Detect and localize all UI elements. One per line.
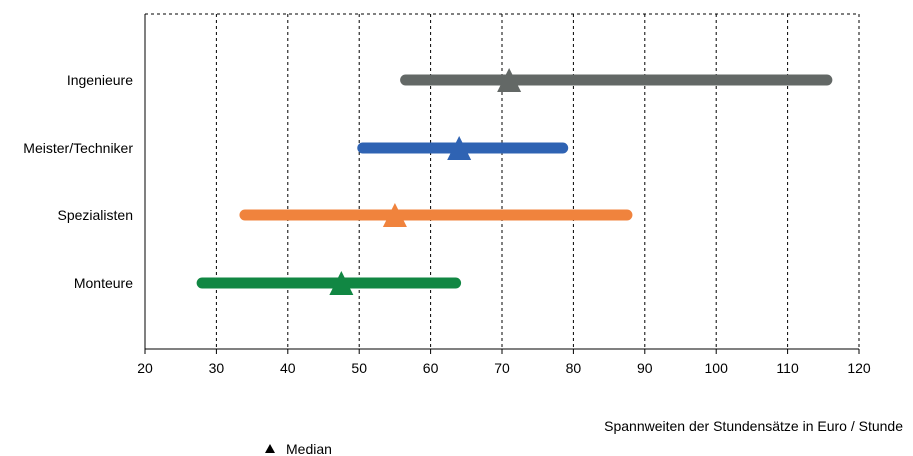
range-bars bbox=[196, 68, 833, 295]
x-tick-label-40: 40 bbox=[280, 360, 296, 376]
x-tick-label-100: 100 bbox=[705, 360, 729, 376]
median-marker-4 bbox=[329, 271, 354, 295]
x-tick-label-120: 120 bbox=[847, 360, 871, 376]
x-tick-label-50: 50 bbox=[351, 360, 367, 376]
median-marker-1 bbox=[497, 68, 522, 92]
median-marker-2 bbox=[447, 136, 472, 160]
legend: Median bbox=[265, 441, 332, 456]
category-label-1: Ingenieure bbox=[67, 72, 133, 88]
x-tick-label-90: 90 bbox=[637, 360, 653, 376]
x-tick-label-70: 70 bbox=[494, 360, 510, 376]
category-labels: Ingenieure Meister/Techniker Spezialisten M… bbox=[23, 72, 133, 291]
legend-median-label: Median bbox=[286, 441, 332, 456]
grid bbox=[144, 13, 860, 349]
category-label-4: Monteure bbox=[74, 275, 133, 291]
x-tick-label-30: 30 bbox=[209, 360, 225, 376]
x-tick-label-20: 20 bbox=[137, 360, 153, 376]
category-label-2: Meister/Techniker bbox=[23, 140, 133, 156]
category-label-3: Spezialisten bbox=[58, 207, 134, 223]
x-axis: 20 30 40 50 60 70 80 90 100 110 120 bbox=[137, 348, 871, 376]
x-tick-label-80: 80 bbox=[566, 360, 582, 376]
x-tick-label-110: 110 bbox=[776, 360, 799, 376]
x-tick-label-60: 60 bbox=[423, 360, 439, 376]
median-marker-3 bbox=[382, 203, 407, 227]
legend-median-marker bbox=[265, 444, 275, 453]
x-axis-title: Spannweiten der Stundensätze in Euro / S… bbox=[604, 418, 903, 434]
